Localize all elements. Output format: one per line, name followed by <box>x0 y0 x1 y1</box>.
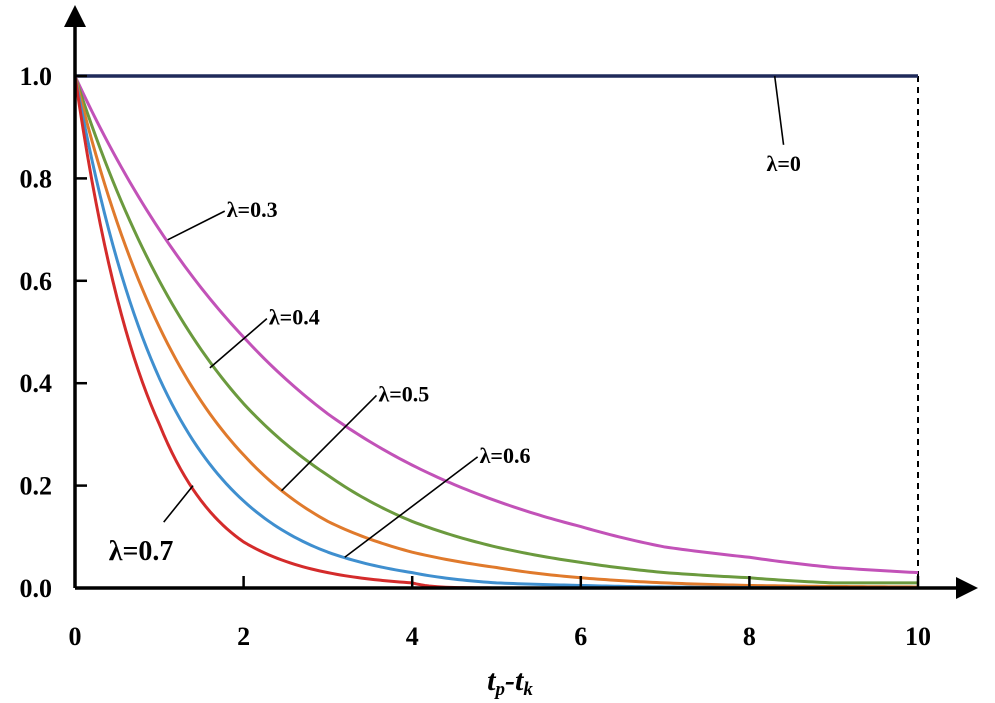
y-tick-label: 0.2 <box>20 472 53 501</box>
annotation-label-3: λ=0.5 <box>378 381 429 406</box>
x-tick-label: 10 <box>905 622 931 651</box>
annotation-leader-1 <box>167 210 226 241</box>
x-axis-title: tp-tk <box>487 664 533 700</box>
x-axis-title-main2: t <box>515 664 525 697</box>
y-tick-label: 0.8 <box>20 164 53 193</box>
y-tick-label: 1.0 <box>20 62 53 91</box>
annotation-label-1: λ=0.3 <box>227 197 278 222</box>
tick-labels: 0 2 4 6 8 10 0.0 0.2 0.4 0.6 0.8 1.0 <box>20 62 932 651</box>
x-tick-label: 2 <box>237 622 250 651</box>
x-tick-label: 6 <box>574 622 587 651</box>
series-line-3 <box>73 75 919 589</box>
y-tick-label: 0.0 <box>20 574 53 603</box>
annotation-leader-5 <box>163 485 194 523</box>
annotation-label-5: λ=0.7 <box>109 536 174 567</box>
annotation-leader-4 <box>344 456 479 558</box>
y-tick-label: 0.6 <box>20 267 53 296</box>
annotation-leader-2 <box>209 318 268 369</box>
x-axis-arrowhead <box>956 577 978 599</box>
x-tick-label: 4 <box>406 622 419 651</box>
x-axis-title-sub1: p <box>494 679 506 700</box>
x-tick-label: 8 <box>743 622 756 651</box>
annotation-label-0: λ=0 <box>767 151 801 176</box>
series-line-2 <box>73 75 918 585</box>
y-tick-label: 0.4 <box>20 369 53 398</box>
axes <box>64 5 978 599</box>
x-axis-title-sub2: k <box>523 679 533 700</box>
annotation-label-2: λ=0.4 <box>269 305 320 330</box>
annotation-leader-0 <box>773 75 785 145</box>
x-axis-title-main1: t <box>487 664 497 697</box>
annotation-label-4: λ=0.6 <box>480 443 531 468</box>
annotations: λ=0 λ=0.3 λ=0.4 λ=0.5 λ=0.6 λ=0.7 <box>109 75 801 567</box>
series-line-1 <box>73 75 919 575</box>
x-tick-label: 0 <box>69 622 82 651</box>
y-axis-arrowhead <box>64 5 86 27</box>
x-axis-title-dash: - <box>505 664 515 697</box>
annotation-leader-3 <box>280 394 378 492</box>
